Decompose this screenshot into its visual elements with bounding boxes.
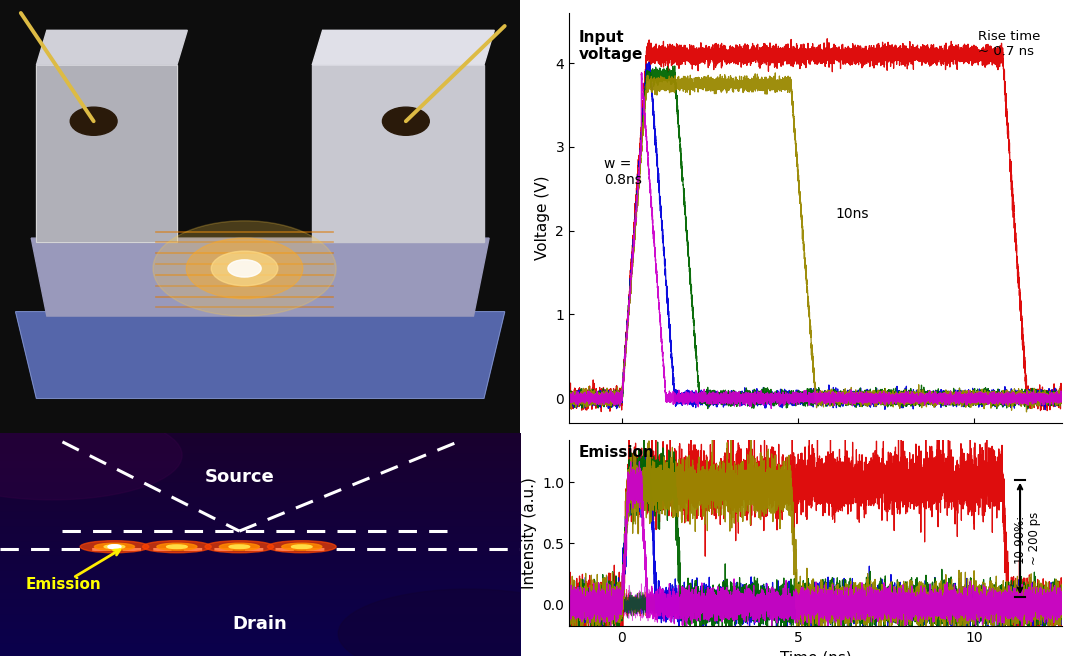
Ellipse shape	[94, 543, 134, 550]
Ellipse shape	[211, 251, 278, 286]
Polygon shape	[312, 30, 494, 65]
Polygon shape	[37, 30, 188, 65]
Ellipse shape	[219, 543, 259, 550]
Text: 10ns: 10ns	[836, 207, 869, 221]
Ellipse shape	[0, 411, 182, 500]
Polygon shape	[312, 65, 483, 243]
Text: w =
0.8ns: w = 0.8ns	[604, 157, 642, 187]
Text: Emission: Emission	[579, 445, 655, 460]
Ellipse shape	[157, 543, 197, 550]
Text: Drain: Drain	[233, 615, 287, 633]
Ellipse shape	[167, 545, 188, 548]
Text: Emission: Emission	[26, 577, 102, 592]
Text: Input
voltage: Input voltage	[579, 30, 643, 62]
Ellipse shape	[143, 541, 211, 553]
Ellipse shape	[268, 541, 336, 553]
Ellipse shape	[108, 544, 121, 548]
FancyBboxPatch shape	[0, 0, 526, 438]
Polygon shape	[37, 65, 177, 243]
Y-axis label: Voltage (V): Voltage (V)	[534, 176, 550, 260]
Ellipse shape	[228, 260, 261, 277]
Polygon shape	[15, 312, 505, 398]
X-axis label: Time (ns): Time (ns)	[779, 651, 852, 656]
Text: Rise time
~ 0.7 ns: Rise time ~ 0.7 ns	[979, 30, 1041, 58]
Ellipse shape	[153, 221, 336, 316]
Ellipse shape	[70, 107, 117, 135]
Ellipse shape	[205, 541, 273, 553]
Ellipse shape	[282, 543, 322, 550]
Ellipse shape	[104, 545, 125, 548]
Ellipse shape	[229, 545, 249, 548]
Text: Source: Source	[205, 468, 274, 486]
Y-axis label: Intensity (a.u.): Intensity (a.u.)	[521, 477, 537, 589]
Ellipse shape	[80, 541, 149, 553]
Ellipse shape	[292, 545, 312, 548]
Text: 10-90%:
~ 200 ps: 10-90%: ~ 200 ps	[1014, 512, 1041, 565]
Polygon shape	[31, 238, 489, 316]
Ellipse shape	[383, 107, 429, 135]
Ellipse shape	[338, 589, 598, 656]
Ellipse shape	[186, 238, 302, 298]
